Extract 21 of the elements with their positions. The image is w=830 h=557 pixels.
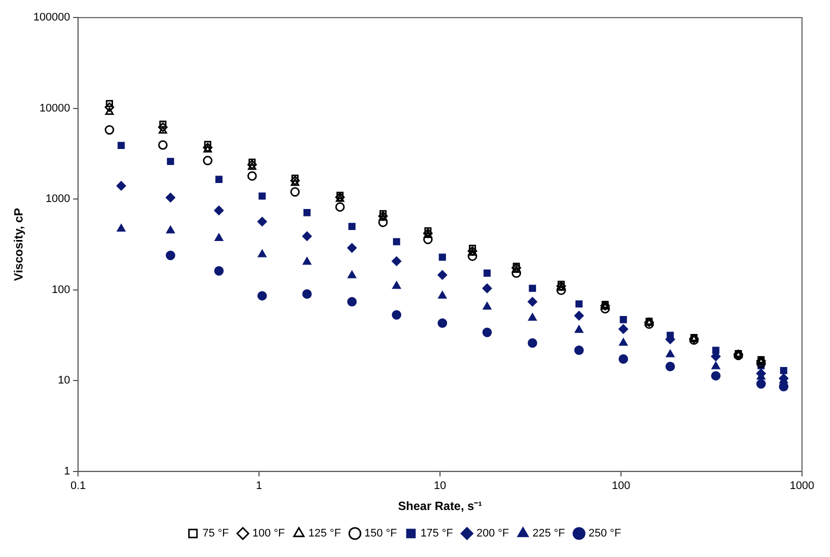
y-tick-label: 10 [58, 374, 70, 387]
y-axis-title: Viscosity, cP [12, 208, 26, 281]
y-tick-label: 10000 [40, 102, 70, 114]
legend-label: 100 °F [252, 528, 286, 540]
legend-label: 225 °F [532, 528, 566, 540]
y-tick-label: 100000 [33, 12, 70, 24]
legend-label: 75 °F [202, 528, 230, 540]
legend-label: 125 °F [308, 528, 342, 540]
x-tick-label: 100 [612, 480, 630, 492]
x-tick-label: 10 [434, 480, 446, 492]
x-tick-label: 1000 [790, 480, 814, 492]
x-tick-label: 1 [256, 480, 262, 492]
y-tick-label: 1000 [46, 193, 70, 206]
y-tick-label: 100 [52, 284, 70, 296]
legend-label: 200 °F [476, 528, 510, 540]
x-tick-label: 0.1 [70, 480, 86, 492]
y-tick-label: 1 [64, 465, 70, 478]
legend-label: 175 °F [420, 528, 454, 540]
x-axis-title: Shear Rate, s⁻¹ [398, 499, 482, 514]
legend-label: 150 °F [364, 528, 398, 540]
legend-label: 250 °F [588, 528, 622, 540]
